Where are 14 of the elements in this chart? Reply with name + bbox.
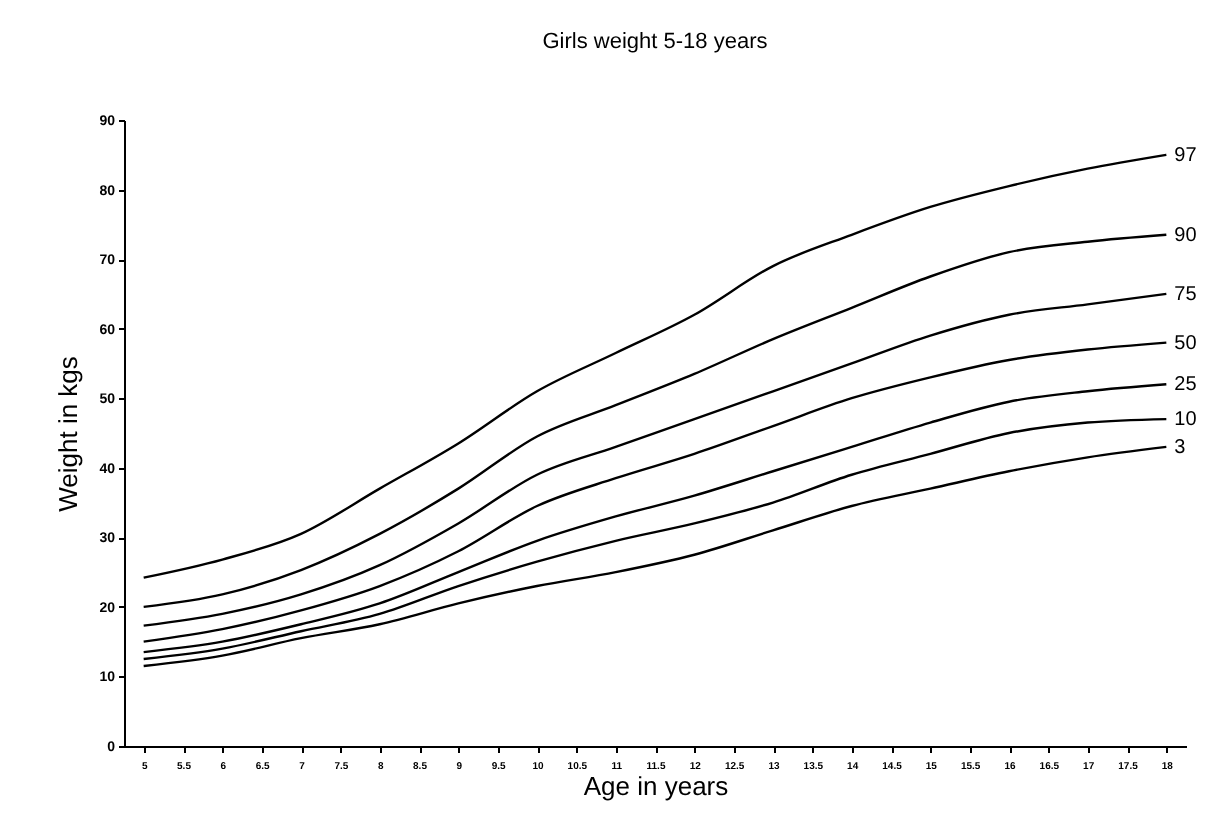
x-axis-title: Age in years	[583, 771, 730, 801]
series-label: 90	[1174, 224, 1198, 247]
series-label: 75	[1174, 283, 1198, 306]
series-label: 3	[1174, 436, 1187, 459]
chart-title: Girls weight 5-18 years	[542, 30, 769, 54]
line-series	[142, 292, 1168, 627]
line-series	[142, 153, 1168, 579]
line-series	[142, 341, 1168, 643]
series-label: 50	[1174, 332, 1198, 355]
series-label: 25	[1174, 374, 1198, 397]
series-label: 97	[1174, 144, 1198, 167]
y-axis-title: Weight in kgs	[53, 355, 84, 512]
line-series	[142, 233, 1168, 609]
series-label: 10	[1174, 409, 1198, 432]
